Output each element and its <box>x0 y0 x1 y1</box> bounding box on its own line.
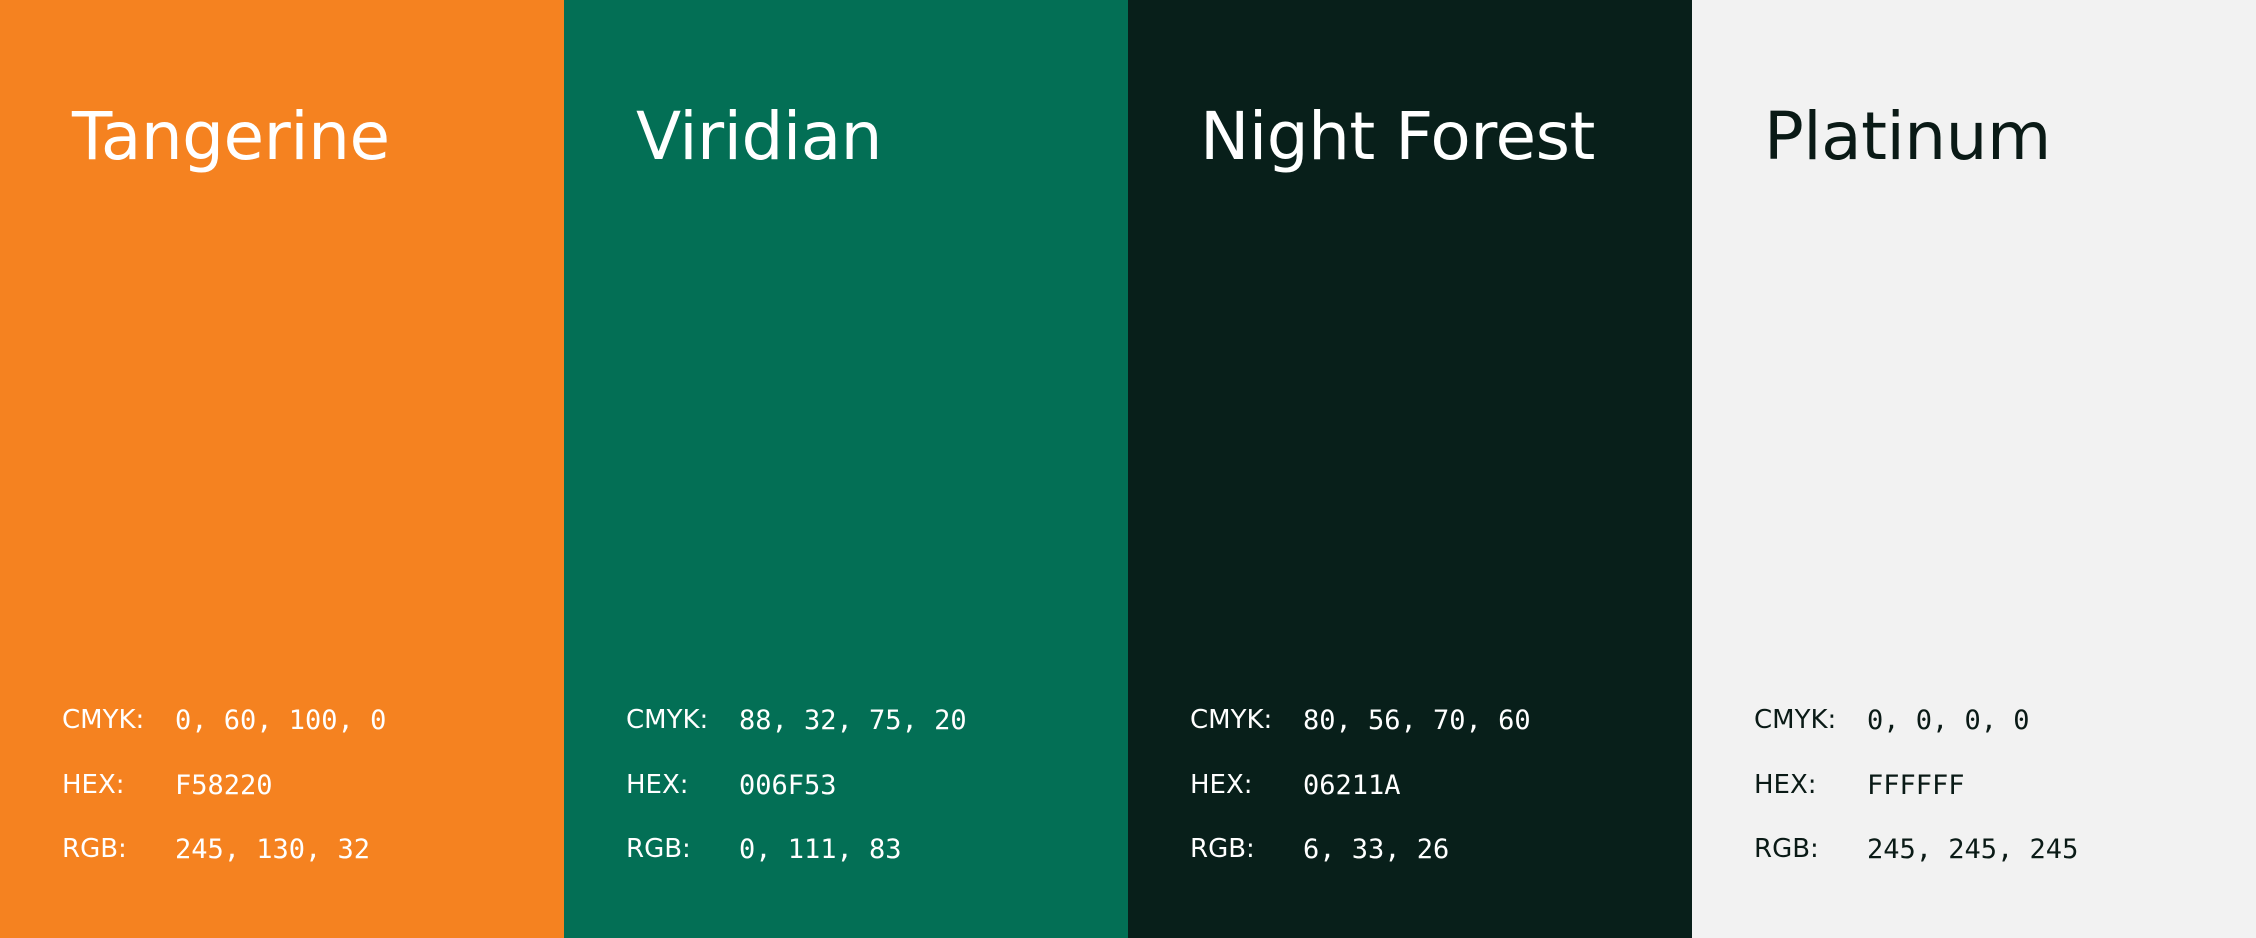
color-swatch: Tangerine CMYK: 0, 60, 100, 0 HEX: F58220 RGB… <box>0 0 564 938</box>
spec-value: 0, 60, 100, 0 <box>175 705 387 736</box>
spec-label: CMYK: <box>1754 705 1837 735</box>
spec-value: 245, 130, 32 <box>175 834 371 865</box>
spec-value: FFFFFF <box>1867 770 1965 801</box>
spec-label: RGB: <box>626 834 691 864</box>
spec-label: RGB: <box>1190 834 1255 864</box>
spec-label: HEX: <box>1190 770 1253 800</box>
spec-label: HEX: <box>62 770 125 800</box>
spec-label: CMYK: <box>626 705 709 735</box>
spec-value: 88, 32, 75, 20 <box>739 705 967 736</box>
spec-value: 06211A <box>1303 770 1401 801</box>
spec-value: F58220 <box>175 770 273 801</box>
spec-value: 6, 33, 26 <box>1303 834 1450 865</box>
swatch-name: Tangerine <box>72 98 390 175</box>
spec-value: 0, 0, 0, 0 <box>1867 705 2030 736</box>
color-swatch: Platinum CMYK: 0, 0, 0, 0 HEX: FFFFFF RGB: 245… <box>1692 0 2256 938</box>
spec-value: 80, 56, 70, 60 <box>1303 705 1531 736</box>
spec-label: RGB: <box>62 834 127 864</box>
color-swatch: Night Forest CMYK: 80, 56, 70, 60 HEX: 06211… <box>1128 0 1692 938</box>
spec-label: CMYK: <box>62 705 145 735</box>
swatch-name: Platinum <box>1764 98 2051 175</box>
spec-label: CMYK: <box>1190 705 1273 735</box>
swatch-name: Night Forest <box>1200 98 1595 175</box>
spec-value: 006F53 <box>739 770 837 801</box>
spec-label: HEX: <box>1754 770 1817 800</box>
spec-value: 245, 245, 245 <box>1867 834 2079 865</box>
color-swatch: Viridian CMYK: 88, 32, 75, 20 HEX: 006F53 RGB… <box>564 0 1128 938</box>
spec-label: HEX: <box>626 770 689 800</box>
swatch-name: Viridian <box>636 98 883 175</box>
spec-value: 0, 111, 83 <box>739 834 902 865</box>
spec-label: RGB: <box>1754 834 1819 864</box>
